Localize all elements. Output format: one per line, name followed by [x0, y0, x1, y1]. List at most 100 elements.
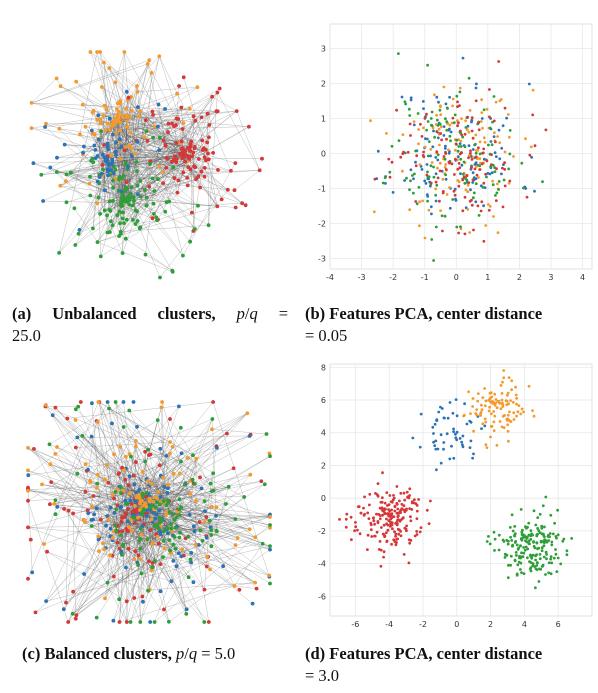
graph-node-orange: [134, 439, 138, 443]
scatter-point-green: [520, 571, 523, 574]
graph-node-orange: [149, 517, 154, 522]
graph-node-orange: [253, 535, 258, 540]
scatter-point-green: [497, 180, 501, 183]
scatter-point-green: [545, 557, 548, 561]
graph-node-blue: [268, 547, 272, 552]
graph-node-red: [132, 596, 137, 600]
scatter-point-red: [395, 521, 398, 524]
graph-node-blue: [189, 560, 194, 565]
scatter-point-orange: [478, 140, 482, 144]
scatter-point-orange: [532, 414, 536, 418]
graph-node-green: [124, 217, 129, 222]
scatter-point-red: [463, 132, 467, 136]
scatter-point-green: [528, 542, 531, 546]
scatter-point-blue: [409, 98, 413, 102]
graph-node-red: [73, 445, 78, 450]
scatter-point-red: [402, 504, 406, 508]
scatter-point-red: [392, 538, 396, 542]
scatter-point-red: [463, 232, 467, 236]
scatter-point-green: [515, 554, 518, 557]
graph-edge: [201, 96, 213, 172]
scatter-point-orange: [491, 402, 495, 405]
graph-edge: [49, 408, 110, 445]
scatter-point-blue: [505, 116, 508, 120]
scatter-point-green: [532, 509, 536, 513]
graph-node-red: [126, 507, 130, 511]
network-graph-a: [18, 48, 266, 288]
graph-node-orange: [88, 480, 93, 485]
scatter-point-orange: [514, 393, 518, 397]
graph-edge: [58, 154, 84, 253]
scatter-point-red: [389, 517, 393, 521]
scatter-point-red: [458, 104, 461, 107]
caption-a-q: q: [249, 304, 258, 323]
graph-node-blue: [92, 143, 97, 148]
scatter-point-red: [458, 152, 462, 156]
graph-node-blue: [50, 413, 55, 418]
scatter-point-blue: [421, 100, 425, 103]
graph-node-red: [198, 475, 202, 480]
scatter-point-orange: [498, 420, 502, 423]
scatter-point-green: [459, 157, 463, 161]
scatter-point-red: [485, 159, 489, 163]
scatter-point-red: [419, 122, 422, 126]
scatter-point-red: [495, 167, 498, 171]
graph-node-green: [138, 526, 143, 531]
graph-node-red: [150, 216, 155, 221]
graph-edge: [150, 543, 187, 610]
graph-node-blue: [62, 142, 67, 147]
graph-edge: [178, 119, 183, 149]
graph-node-blue: [105, 144, 110, 149]
graph-node-blue: [43, 125, 47, 129]
graph-node-orange: [267, 573, 271, 578]
graph-node-orange: [157, 54, 162, 59]
scatter-point-orange: [493, 414, 497, 418]
graph-node-green: [169, 526, 174, 531]
graph-node-green: [89, 524, 94, 528]
scatter-point-red: [396, 518, 399, 522]
scatter-point-orange: [494, 398, 498, 401]
graph-edge: [119, 506, 122, 549]
graph-edge: [99, 51, 183, 158]
scatter-point-blue: [403, 179, 406, 182]
scatter-point-green: [462, 172, 465, 176]
scatter-point-blue: [454, 197, 457, 201]
scatter-point-blue: [454, 398, 458, 401]
scatter-point-green: [529, 569, 533, 573]
scatter-point-red: [488, 88, 491, 91]
scatter-point-orange: [506, 429, 510, 433]
scatter-point-red: [508, 179, 512, 183]
graph-edge: [137, 473, 180, 496]
scatter-point-orange: [499, 407, 503, 411]
scatter-point-green: [397, 139, 401, 142]
graph-node-green: [170, 269, 175, 274]
scatter-point-red: [470, 166, 473, 169]
scatter-point-orange: [436, 166, 439, 170]
graph-node-orange: [138, 557, 143, 562]
graph-node-green: [167, 538, 172, 542]
graph-node-green: [105, 580, 110, 585]
graph-node-red: [26, 498, 30, 503]
scatter-point-blue: [483, 424, 487, 428]
graph-edge: [234, 170, 260, 191]
scatter-point-blue: [429, 154, 432, 158]
graph-node-orange: [26, 446, 30, 450]
graph-node-green: [167, 510, 172, 514]
graph-node-orange: [181, 121, 186, 125]
graph-node-blue: [179, 554, 184, 559]
graph-node-red: [259, 479, 264, 484]
graph-edge: [115, 401, 130, 528]
graph-node-red: [140, 594, 145, 599]
graph-node-blue: [81, 150, 85, 155]
graph-node-green: [183, 482, 187, 487]
graph-node-orange: [113, 80, 118, 85]
scatter-point-orange: [468, 109, 472, 112]
scatter-point-green: [562, 537, 566, 541]
scatter-point-orange: [502, 376, 506, 380]
caption-c-sep: /: [184, 644, 189, 663]
graph-node-green: [161, 499, 166, 503]
scatter-point-blue: [474, 86, 478, 90]
graph-node-red: [205, 140, 210, 145]
graph-edge: [127, 471, 143, 504]
graph-edge: [159, 189, 228, 278]
